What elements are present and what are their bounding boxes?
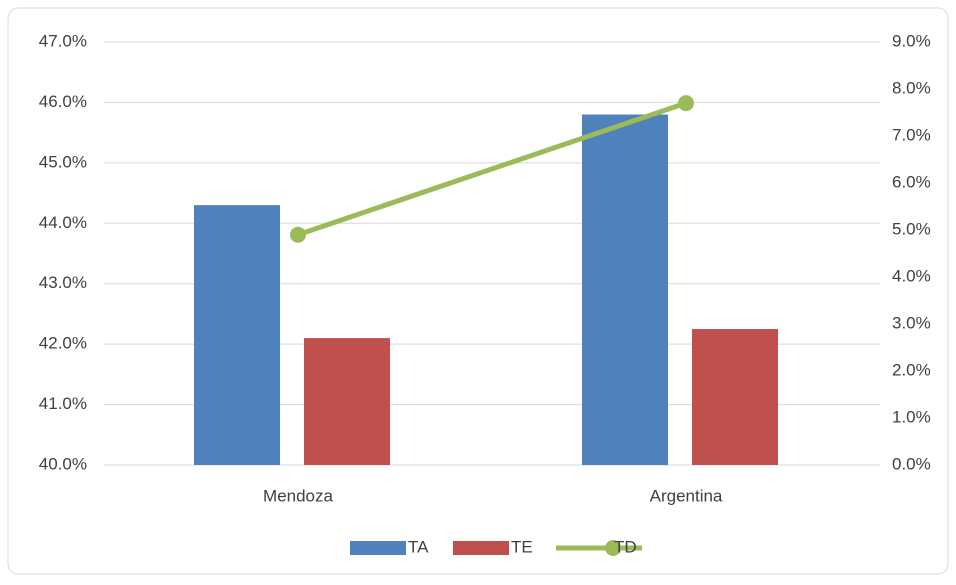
y-tick-label: 43.0%	[39, 273, 87, 292]
line-point	[290, 226, 306, 243]
legend-swatch	[350, 541, 406, 555]
y2-tick-label: 7.0%	[892, 125, 931, 144]
y2-tick-label: 1.0%	[892, 407, 931, 426]
y-tick-label: 47.0%	[39, 31, 87, 50]
legend-swatch	[453, 541, 509, 555]
legend-label: TE	[511, 537, 533, 556]
y2-tick-label: 5.0%	[892, 219, 931, 238]
line-point	[678, 95, 694, 112]
y2-tick-label: 8.0%	[892, 78, 931, 97]
y2-tick-label: 0.0%	[892, 454, 931, 473]
y-tick-label: 45.0%	[39, 152, 87, 171]
bar	[692, 329, 778, 465]
line	[297, 100, 687, 238]
y-tick-label: 40.0%	[39, 454, 87, 473]
y2-tick-label: 4.0%	[892, 266, 931, 285]
legend-swatch	[605, 540, 621, 556]
y2-tick-label: 3.0%	[892, 313, 931, 332]
chart-border	[7, 7, 949, 575]
legend-label: TD	[614, 537, 637, 556]
y2-tick-label: 9.0%	[892, 31, 931, 50]
legend-label: TA	[408, 537, 429, 556]
y2-tick-label: 6.0%	[892, 172, 931, 191]
x-tick-label: Argentina	[650, 486, 723, 505]
y-tick-label: 41.0%	[39, 394, 87, 413]
bar	[304, 338, 390, 465]
y-tick-label: 44.0%	[39, 213, 87, 232]
x-tick-label: Mendoza	[263, 486, 333, 505]
y-tick-label: 42.0%	[39, 334, 87, 353]
bar	[582, 114, 668, 465]
y2-tick-label: 2.0%	[892, 360, 931, 379]
y-tick-label: 46.0%	[39, 92, 87, 111]
bar	[194, 205, 280, 465]
